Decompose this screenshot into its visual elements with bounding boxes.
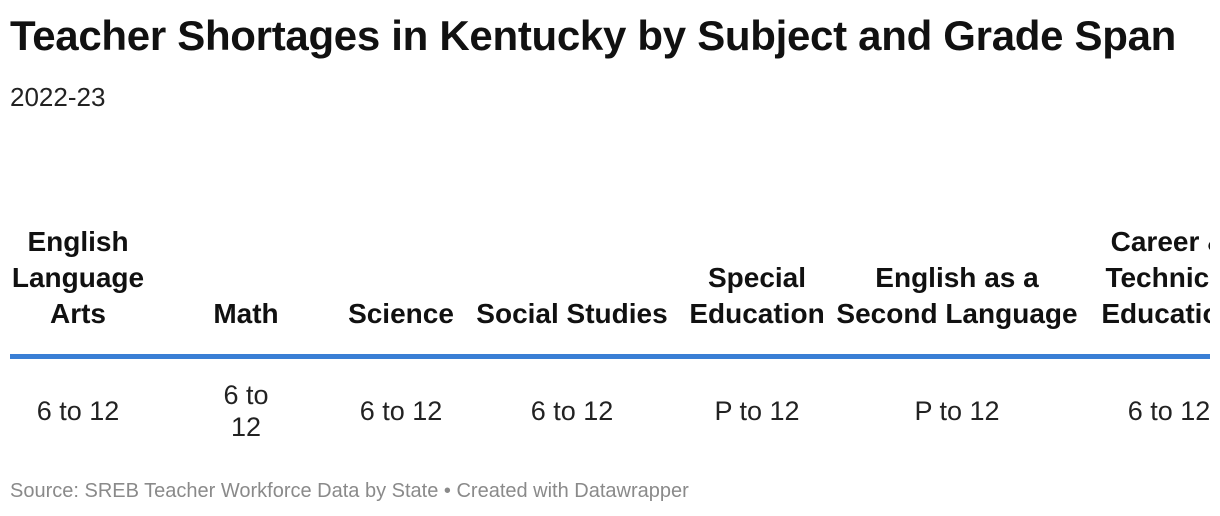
shortage-table: English Language Arts Math Science Socia… bbox=[10, 160, 1210, 440]
table-cell-text: 6 to 12 bbox=[223, 380, 269, 440]
column-header: Science bbox=[346, 160, 456, 359]
source-footer: Source: SREB Teacher Workforce Data by S… bbox=[10, 480, 689, 502]
column-header: English as a Second Language bbox=[826, 160, 1088, 359]
table-cell: 6 to 12 bbox=[359, 396, 443, 426]
column-header: Math bbox=[146, 160, 346, 359]
table-cell: P to 12 bbox=[914, 396, 1000, 426]
table-cell: 6 to 12 bbox=[530, 396, 614, 426]
table-cell: 6 to 12 bbox=[146, 357, 346, 440]
table-header-row: English Language Arts Math Science Socia… bbox=[10, 160, 1210, 359]
column-header: English Language Arts bbox=[10, 160, 146, 359]
shortage-table-container: English Language Arts Math Science Socia… bbox=[10, 160, 1210, 440]
column-header: Social Studies bbox=[456, 160, 688, 359]
table-cell: 6 to 12 bbox=[1127, 396, 1210, 426]
table-cell: 6 to 12 bbox=[36, 396, 120, 426]
chart-subtitle: 2022-23 bbox=[10, 82, 106, 112]
table-cell: P to 12 bbox=[714, 396, 800, 426]
column-header: Career & Technical Education bbox=[1088, 160, 1210, 359]
chart-title: Teacher Shortages in Kentucky by Subject… bbox=[10, 12, 1177, 59]
column-header: Special Education bbox=[688, 160, 826, 359]
table-row: 6 to 12 6 to 12 6 to 12 6 to 12 P to 12 … bbox=[10, 357, 1210, 440]
